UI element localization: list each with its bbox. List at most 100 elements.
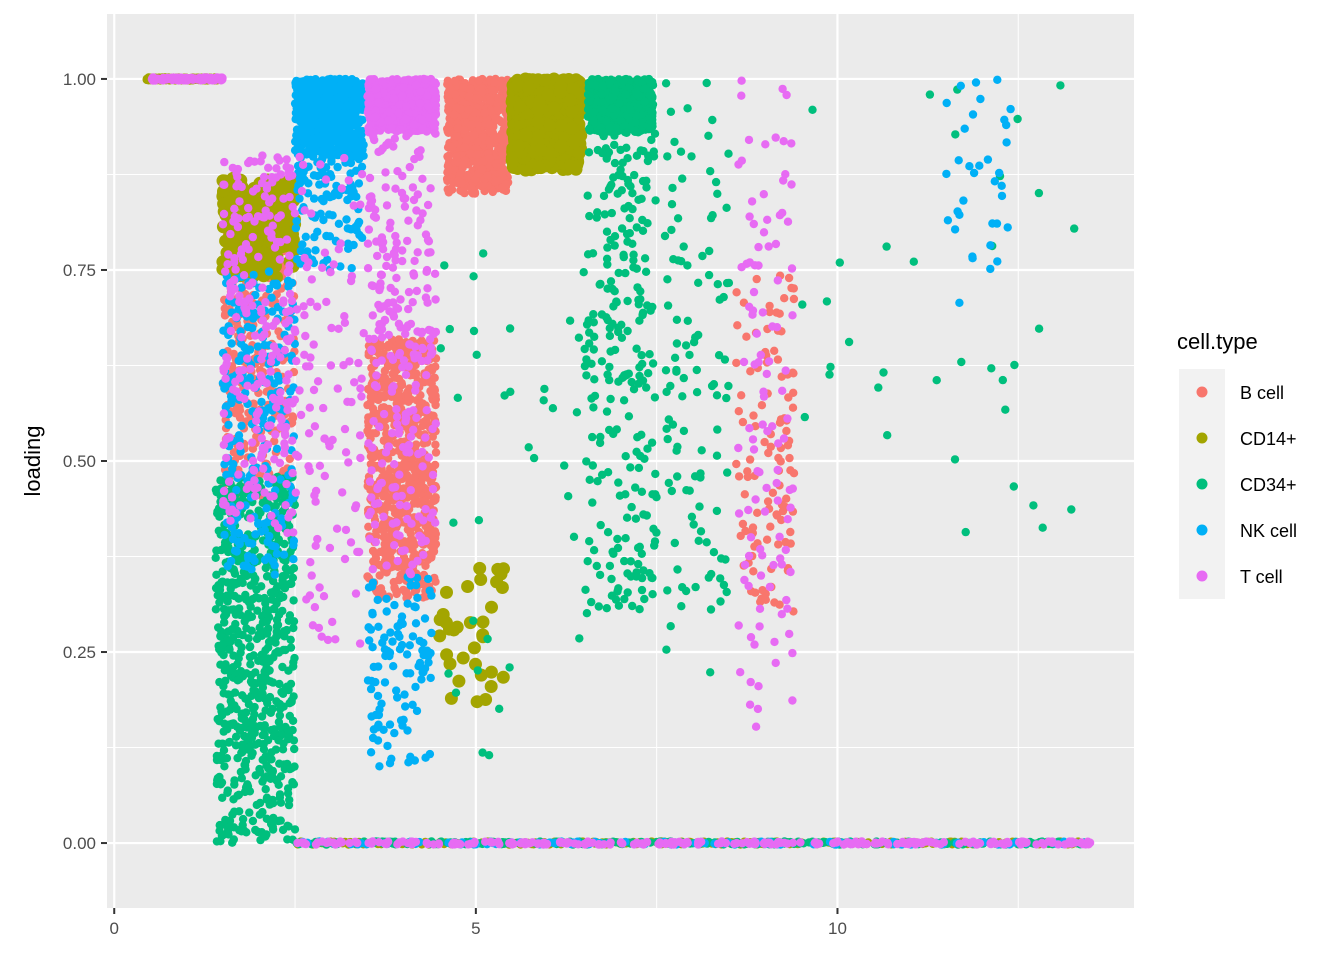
data-point	[636, 543, 644, 551]
data-point	[753, 275, 761, 283]
data-point	[555, 119, 568, 132]
data-point	[248, 613, 256, 621]
data-point	[459, 83, 467, 91]
data-point	[774, 355, 782, 363]
data-point	[263, 795, 271, 803]
data-point	[584, 250, 592, 258]
data-point	[603, 260, 611, 268]
data-point	[520, 129, 533, 142]
data-point	[662, 646, 670, 654]
data-point	[630, 171, 638, 179]
data-point	[585, 212, 593, 220]
data-point	[453, 152, 461, 160]
data-point	[242, 783, 250, 791]
data-point	[453, 132, 461, 140]
data-point	[622, 452, 630, 460]
data-point	[253, 801, 261, 809]
data-point	[284, 667, 292, 675]
data-point	[281, 584, 289, 592]
data-point	[237, 667, 245, 675]
data-point	[614, 190, 622, 198]
data-point	[732, 288, 740, 296]
data-point	[635, 372, 643, 380]
data-point	[262, 564, 270, 572]
data-point	[621, 90, 629, 98]
data-point	[263, 629, 271, 637]
data-point	[238, 774, 246, 782]
data-point	[244, 634, 252, 642]
data-point	[281, 571, 289, 579]
data-point	[623, 297, 631, 305]
data-point	[410, 539, 418, 547]
data-point	[235, 791, 243, 799]
data-point	[261, 646, 269, 654]
data-point	[643, 445, 651, 453]
data-point	[277, 772, 285, 780]
data-point	[599, 106, 607, 114]
data-point	[263, 617, 271, 625]
data-point	[614, 544, 622, 552]
data-point	[232, 741, 240, 749]
data-point	[584, 90, 592, 98]
data-point	[440, 586, 453, 599]
data-point	[772, 308, 780, 316]
data-point	[288, 778, 296, 786]
data-point	[733, 321, 741, 329]
data-point	[590, 117, 598, 125]
data-point	[477, 616, 490, 629]
data-point	[422, 416, 430, 424]
data-point	[471, 695, 484, 708]
data-point	[593, 208, 601, 216]
data-point	[644, 369, 652, 377]
data-point	[485, 601, 498, 614]
data-point	[460, 143, 468, 151]
data-point	[272, 745, 280, 753]
data-point	[650, 147, 658, 155]
data-point	[429, 433, 437, 441]
data-point	[596, 439, 604, 447]
data-point	[225, 667, 233, 675]
data-point	[638, 586, 646, 594]
data-point	[369, 404, 377, 412]
data-point	[245, 808, 253, 816]
data-point	[395, 375, 403, 383]
data-point	[251, 826, 259, 834]
data-point	[626, 463, 634, 471]
data-point	[790, 295, 798, 303]
data-point	[764, 449, 772, 457]
data-point	[588, 498, 596, 506]
data-point	[584, 557, 592, 565]
data-point	[269, 823, 277, 831]
data-point	[608, 209, 616, 217]
data-point	[620, 595, 628, 603]
data-point	[603, 228, 611, 236]
data-point	[289, 596, 297, 604]
data-point	[535, 144, 548, 157]
data-point	[522, 81, 535, 94]
data-point	[640, 595, 648, 603]
data-point	[260, 694, 268, 702]
data-point	[770, 598, 778, 606]
data-point	[649, 359, 657, 367]
data-point	[261, 721, 269, 729]
data-point	[597, 521, 605, 529]
data-point	[631, 127, 639, 135]
data-point	[474, 573, 487, 586]
data-point	[584, 192, 592, 200]
data-point	[603, 407, 611, 415]
data-point	[585, 537, 593, 545]
data-point	[486, 97, 494, 105]
data-point	[585, 148, 593, 156]
data-point	[584, 316, 592, 324]
data-point	[596, 280, 604, 288]
data-point	[732, 460, 740, 468]
data-point	[760, 438, 768, 446]
data-point	[249, 817, 257, 825]
data-point	[625, 412, 633, 420]
data-point	[693, 388, 701, 396]
data-point	[642, 383, 650, 391]
data-point	[214, 623, 222, 631]
data-point	[573, 147, 586, 160]
data-point	[773, 511, 781, 519]
data-point	[582, 457, 590, 465]
